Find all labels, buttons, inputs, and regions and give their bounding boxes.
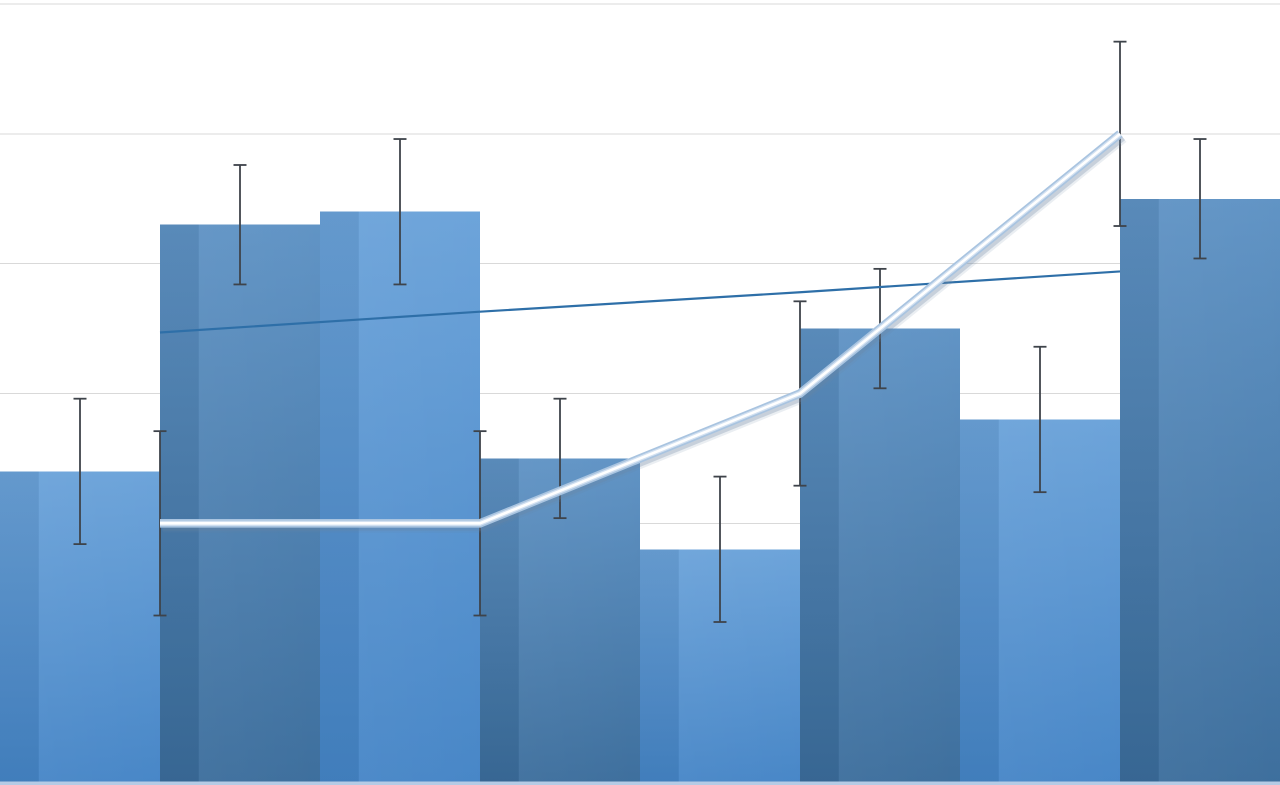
light-blue-bars-bar-sheen-1 (320, 211, 480, 785)
thin-dark-trend-line (159, 270, 1121, 334)
thick-light-line-core (160, 132, 1121, 525)
x-axis-baseline (0, 781, 1280, 785)
dark-blue-bars-bar-sheen-2 (800, 328, 960, 785)
dark-blue-bars-bar-sheen-3 (1120, 198, 1280, 785)
dark-blue-bars-bar-sheen-0 (160, 224, 320, 785)
